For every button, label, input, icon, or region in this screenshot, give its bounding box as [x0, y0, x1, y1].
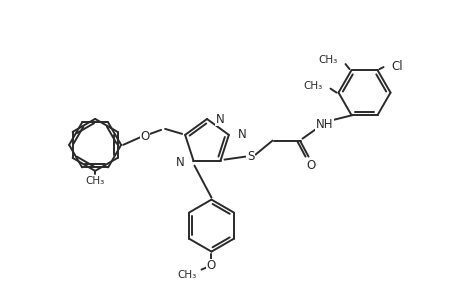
Text: N: N [237, 128, 246, 141]
Text: CH₃: CH₃ [178, 270, 196, 280]
Text: N: N [216, 112, 224, 125]
Text: NH: NH [315, 118, 332, 131]
Text: Cl: Cl [391, 60, 403, 73]
Text: CH₃: CH₃ [85, 176, 105, 186]
Text: N: N [175, 156, 184, 169]
Text: O: O [207, 259, 216, 272]
Text: S: S [246, 150, 254, 163]
Text: O: O [140, 130, 150, 143]
Text: CH₃: CH₃ [302, 81, 321, 91]
Text: O: O [305, 159, 314, 172]
Text: CH₃: CH₃ [317, 55, 336, 65]
